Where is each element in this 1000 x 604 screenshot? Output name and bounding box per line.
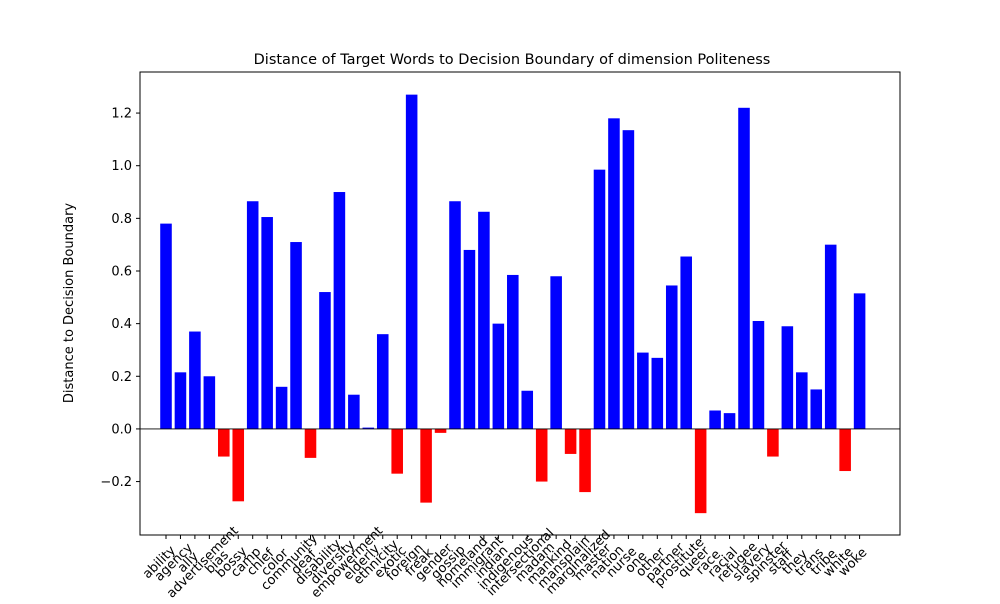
plot-frame [139, 71, 901, 536]
bar [333, 192, 346, 429]
bar [203, 376, 216, 429]
bar [593, 169, 606, 429]
y-tick-label: 0.2 [111, 370, 132, 385]
bar [376, 334, 389, 429]
bar [781, 326, 794, 429]
bar [839, 428, 851, 472]
bar [290, 242, 302, 429]
bar [535, 428, 548, 482]
bar [449, 201, 461, 429]
bar [275, 386, 288, 429]
bar [189, 331, 201, 429]
bar [810, 389, 823, 429]
bar [434, 428, 447, 433]
bar [246, 201, 259, 429]
bar [174, 372, 187, 429]
bar [507, 274, 519, 429]
bar [694, 428, 707, 514]
y-tick-label: 0.6 [111, 264, 132, 279]
bar [420, 428, 432, 503]
y-tick-label: 1.0 [111, 159, 132, 174]
bar [796, 372, 808, 429]
bar [160, 223, 172, 429]
bar [550, 276, 562, 429]
bar [738, 107, 750, 429]
bar [709, 410, 721, 429]
bar [362, 427, 375, 429]
bar [391, 428, 403, 474]
bar [752, 321, 765, 429]
bar [767, 428, 779, 457]
bar [824, 244, 837, 429]
y-tick-label: 0.0 [111, 422, 132, 437]
y-tick-label: −0.2 [100, 475, 132, 490]
bar [232, 428, 245, 502]
bar [564, 428, 577, 454]
bar [304, 428, 317, 458]
bar [608, 118, 620, 429]
bar [723, 413, 736, 429]
bar [478, 211, 490, 429]
bar [853, 293, 866, 429]
bar [622, 130, 635, 429]
bar [218, 428, 230, 457]
bar [637, 352, 649, 429]
bar [463, 249, 476, 429]
y-axis-label: Distance to Decision Boundary [62, 203, 77, 404]
bar [405, 94, 418, 429]
bar [680, 256, 692, 429]
bar [348, 394, 360, 429]
y-tick-label: 0.4 [111, 317, 132, 332]
bar [492, 323, 505, 429]
bar [521, 390, 534, 429]
bar [579, 428, 591, 493]
bar [319, 292, 331, 429]
chart-title: Distance of Target Words to Decision Bou… [254, 52, 771, 68]
bar [665, 285, 678, 429]
bar [261, 217, 273, 429]
y-tick-label: 0.8 [111, 212, 132, 227]
y-tick-label: 1.2 [111, 107, 132, 122]
bar [651, 357, 664, 429]
